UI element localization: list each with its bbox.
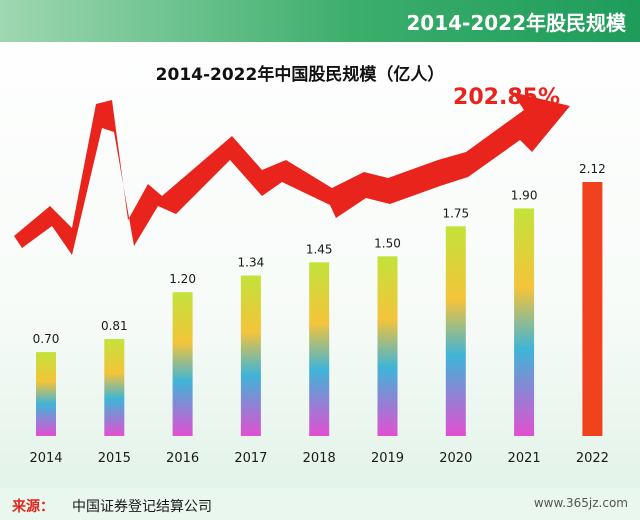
header-banner [0, 0, 640, 42]
bar-2022 [582, 182, 603, 436]
value-label-2022: 2.12 [579, 162, 606, 176]
bar-2019 [377, 256, 398, 436]
growth-arrow-icon [14, 92, 570, 255]
bar-2014 [36, 352, 56, 436]
bar-2021 [514, 208, 535, 436]
growth-percent-label: 202.85% [453, 85, 560, 110]
bar-2017 [240, 275, 261, 436]
value-label-2015: 0.81 [101, 319, 128, 333]
bar-2020 [445, 226, 466, 436]
value-label-2021: 1.90 [511, 188, 538, 202]
category-label-2019: 2019 [371, 451, 404, 466]
category-label-2014: 2014 [29, 451, 62, 466]
value-label-2017: 1.34 [238, 256, 265, 270]
source-label: 来源： [11, 498, 54, 515]
category-label-2016: 2016 [166, 451, 199, 466]
category-label-2020: 2020 [439, 451, 472, 466]
bar-2018 [309, 262, 330, 436]
bar-2016 [172, 292, 193, 436]
value-label-2019: 1.50 [374, 236, 401, 250]
value-label-2016: 1.20 [169, 272, 196, 286]
bar-2015 [104, 339, 125, 436]
category-label-2015: 2015 [98, 451, 131, 466]
category-labels-group: 2014 2015 2016 2017 2018 2019 2020 2021 2022 [29, 451, 608, 466]
category-label-2018: 2018 [303, 451, 336, 466]
chart-title: 2014-2022年中国股民规模（亿人） [156, 64, 445, 85]
value-labels-group: 0.70 0.81 1.20 1.34 1.45 1.50 1.75 1.90 2.12 [33, 162, 606, 346]
category-label-2022: 2022 [576, 451, 609, 466]
footer-band [0, 488, 640, 520]
category-label-2021: 2021 [508, 451, 541, 466]
value-label-2014: 0.70 [33, 332, 60, 346]
value-label-2018: 1.45 [306, 242, 333, 256]
bars-group [36, 182, 603, 436]
banner-title: 2014-2022年股民规模 [406, 11, 627, 35]
watermark: www.365jz.com [534, 496, 628, 510]
value-label-2020: 1.75 [442, 206, 469, 220]
source-text: 中国证券登记结算公司 [72, 499, 212, 515]
category-label-2017: 2017 [234, 451, 267, 466]
